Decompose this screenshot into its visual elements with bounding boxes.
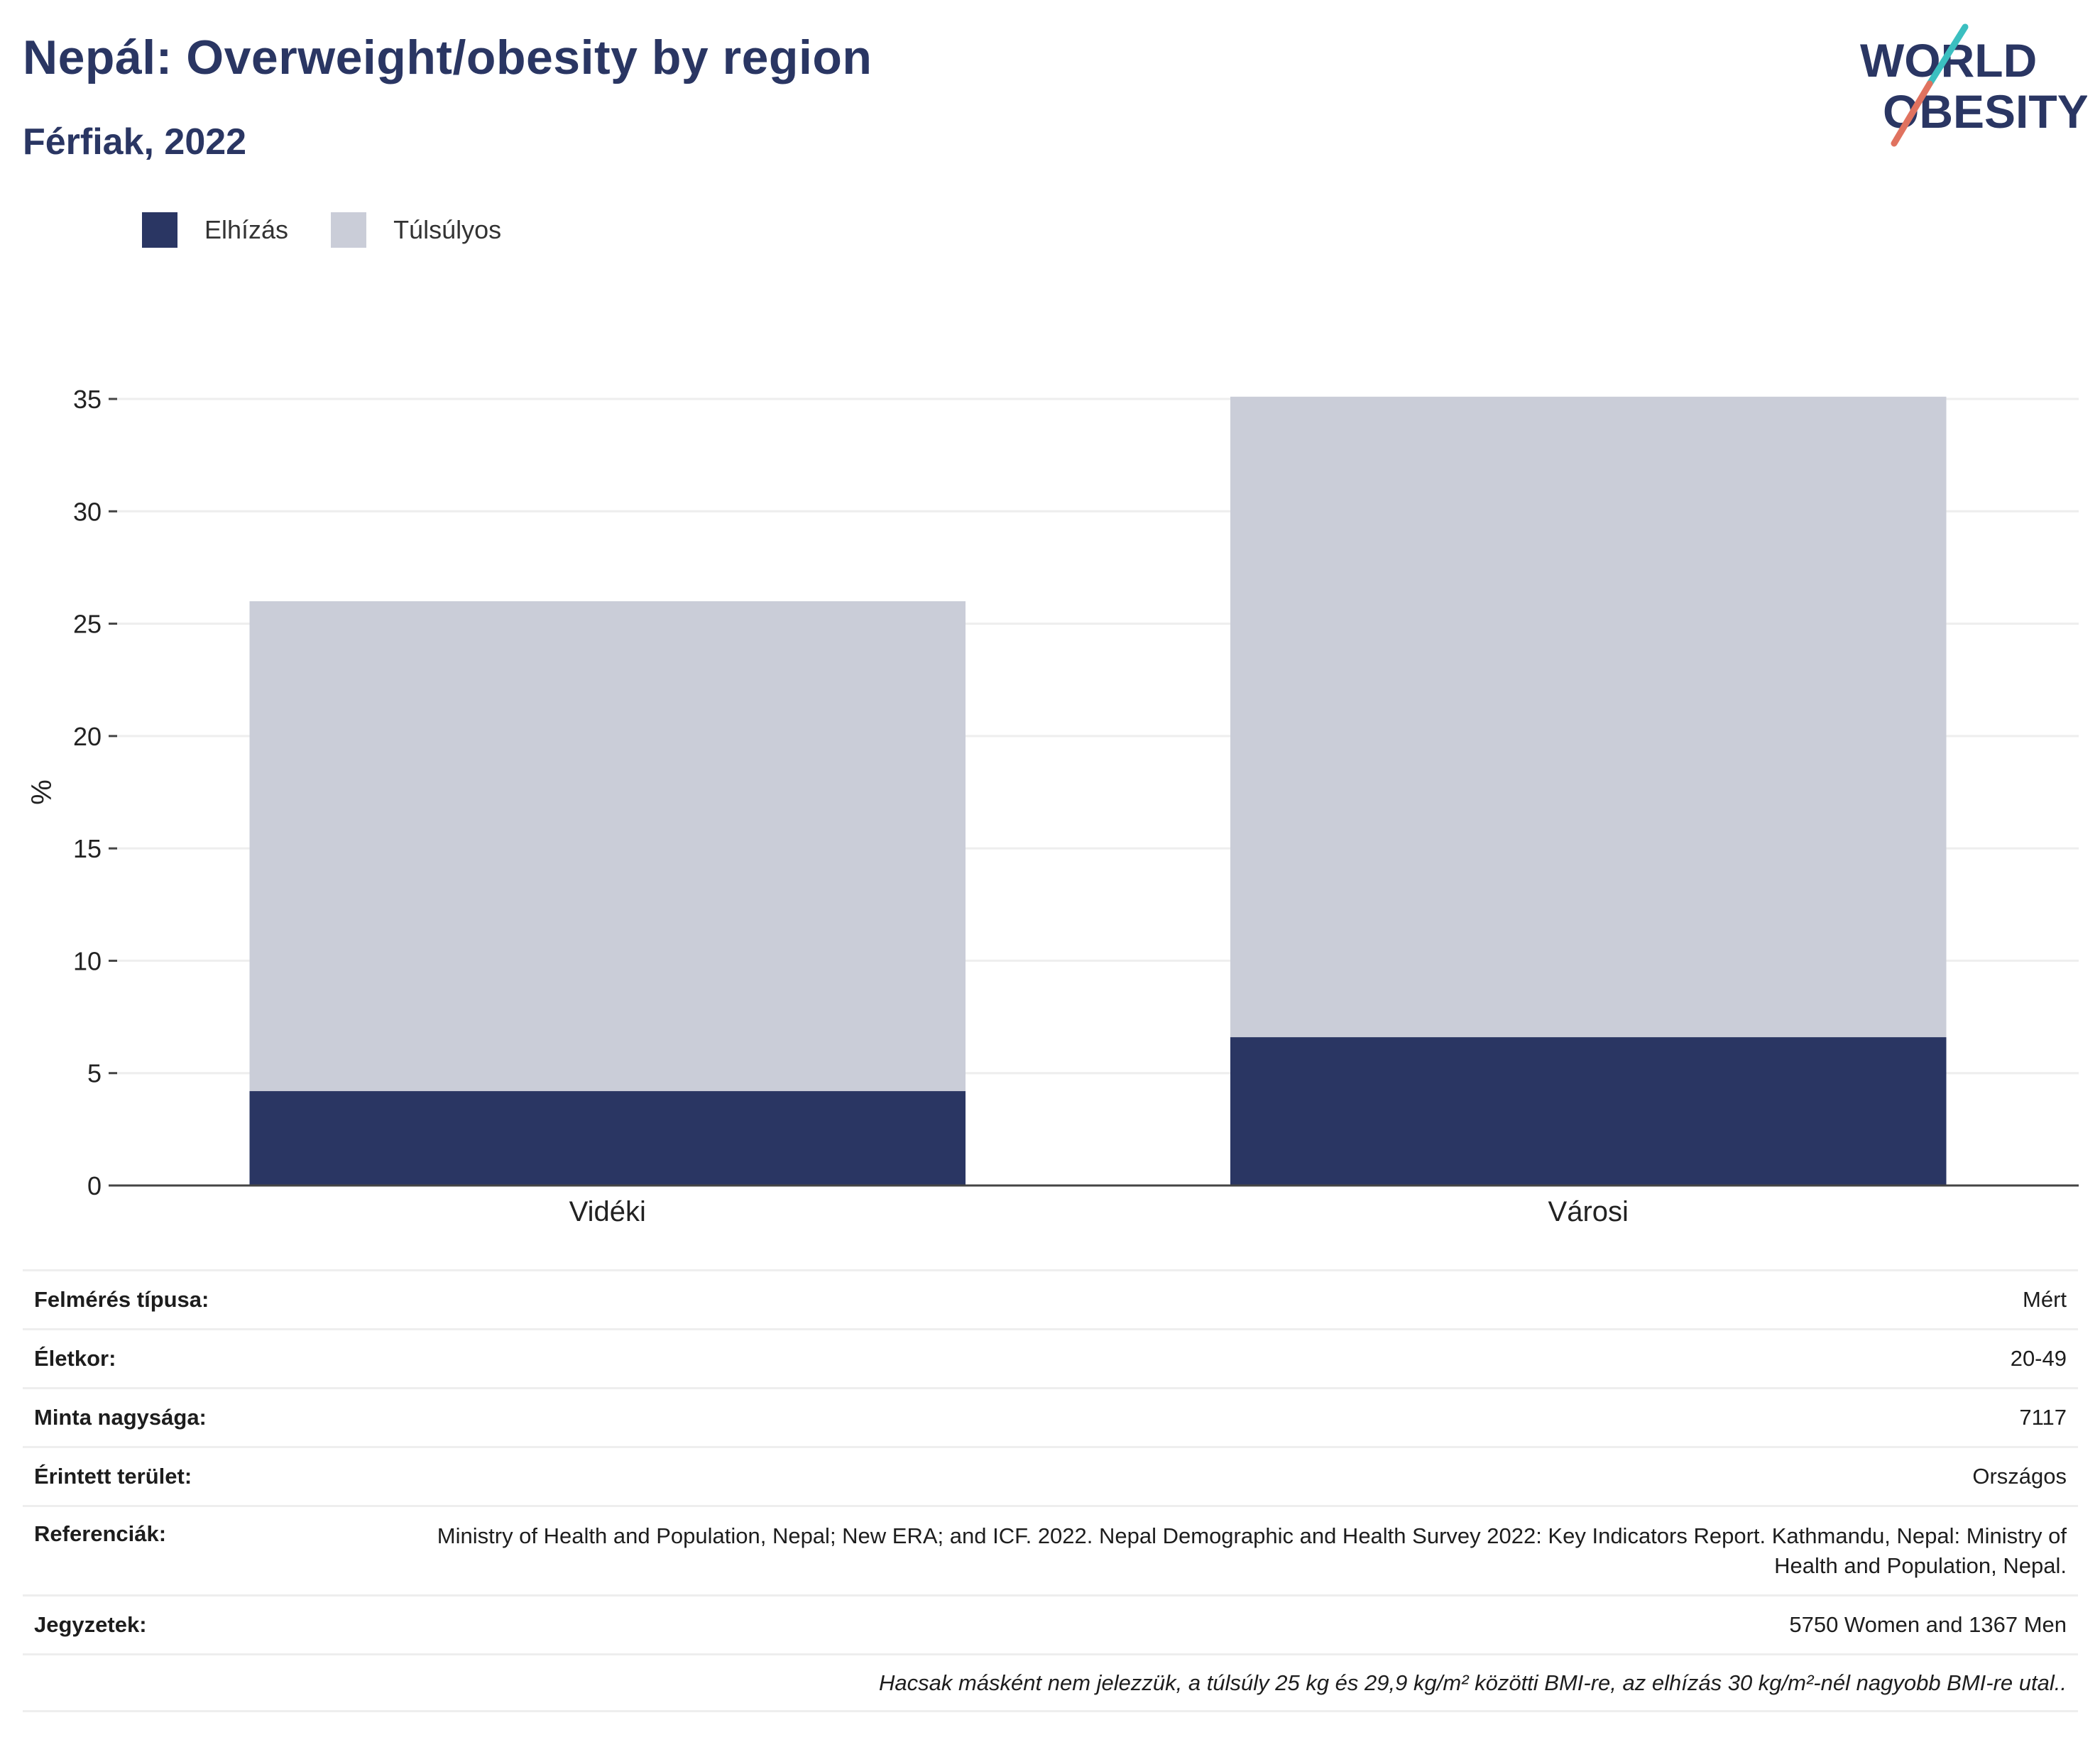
survey-metadata-table: Felmérés típusa: Mért Életkor: 20-49 Min… xyxy=(23,1269,2078,1712)
legend-swatch-overweight xyxy=(331,212,367,248)
legend-label-obesity: Elhízás xyxy=(204,215,289,244)
legend-item-overweight[interactable]: Túlsúlyos xyxy=(331,212,501,248)
y-axis-label: % xyxy=(26,779,58,805)
meta-label: Életkor: xyxy=(34,1346,116,1371)
stacked-bar-chart: 0 5 10 15 20 25 30 35% Vidéki Városi xyxy=(26,385,2079,1227)
meta-value: 20-49 xyxy=(2010,1346,2067,1371)
bmi-footnote: Hacsak másként nem jelezzük, a túlsúly 2… xyxy=(879,1670,2067,1695)
y-tick-label: 25 xyxy=(73,610,102,639)
meta-label: Minta nagysága: xyxy=(34,1405,207,1430)
meta-row-footnote: Hacsak másként nem jelezzük, a túlsúly 2… xyxy=(23,1653,2078,1712)
y-tick-label: 10 xyxy=(73,946,102,975)
chart-subtitle: Férfiak, 2022 xyxy=(23,121,247,163)
logo-slash-coral xyxy=(1891,80,1933,147)
world-obesity-logo: WORLD OBESITY xyxy=(1860,23,2087,147)
meta-value: Ministry of Health and Population, Nepal… xyxy=(437,1523,2067,1578)
y-tick-label: 20 xyxy=(73,722,102,751)
meta-label: Érintett terület: xyxy=(34,1464,192,1489)
chart-legend: Elhízás Túlsúlyos xyxy=(142,210,501,250)
legend-item-obesity[interactable]: Elhízás xyxy=(142,212,288,248)
meta-label: Jegyzetek: xyxy=(34,1612,147,1637)
bar-obesity-0 xyxy=(249,1091,966,1185)
meta-row-notes: Jegyzetek: 5750 Women and 1367 Men xyxy=(23,1594,2078,1653)
y-tick-label: 0 xyxy=(87,1171,102,1200)
y-tick-label: 5 xyxy=(87,1059,102,1088)
meta-label: Felmérés típusa: xyxy=(34,1287,209,1312)
logo-slash-teal xyxy=(1926,23,1969,87)
legend-swatch-obesity xyxy=(142,212,177,248)
meta-row-references: Referenciák: Ministry of Health and Popu… xyxy=(23,1505,2078,1594)
meta-value: 5750 Women and 1367 Men xyxy=(1789,1612,2067,1637)
legend-label-overweight: Túlsúlyos xyxy=(393,215,502,244)
bar-obesity-1 xyxy=(1230,1037,1947,1185)
meta-value: Országos xyxy=(1972,1464,2067,1489)
bar-overweight-0 xyxy=(249,601,966,1092)
meta-row-age: Életkor: 20-49 xyxy=(23,1328,2078,1387)
meta-row-sample-size: Minta nagysága: 7117 xyxy=(23,1387,2078,1446)
x-tick-label: Városi xyxy=(1548,1196,1629,1227)
meta-value: 7117 xyxy=(2019,1405,2067,1430)
y-tick-label: 30 xyxy=(73,497,102,526)
x-tick-label: Vidéki xyxy=(569,1196,646,1227)
chart-title: Nepál: Overweight/obesity by region xyxy=(23,31,873,84)
meta-value: Mért xyxy=(2023,1287,2067,1312)
y-tick-label: 15 xyxy=(73,834,102,863)
meta-label: Referenciák: xyxy=(34,1521,167,1546)
meta-row-survey-type: Felmérés típusa: Mért xyxy=(23,1269,2078,1328)
logo-line1: WORLD xyxy=(1860,34,2037,87)
bar-overweight-1 xyxy=(1230,396,1947,1038)
meta-row-area: Érintett terület: Országos xyxy=(23,1446,2078,1505)
y-tick-label: 35 xyxy=(73,385,102,414)
